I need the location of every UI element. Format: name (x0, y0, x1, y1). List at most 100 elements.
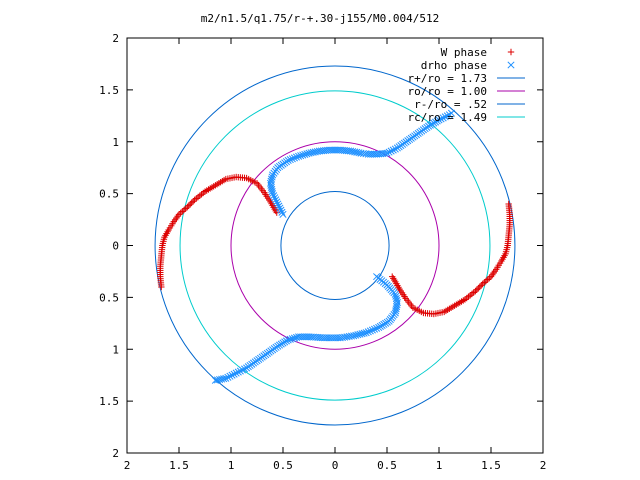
x-tick-label: 0.5 (273, 459, 293, 472)
series-1-point (220, 375, 228, 383)
series-0-point (196, 192, 203, 199)
series-1-point (275, 202, 283, 210)
series-1-point (238, 366, 246, 374)
series-1-point (392, 294, 400, 302)
series-1-point (268, 173, 276, 181)
series-0-point (468, 290, 476, 298)
series-1-point (391, 145, 399, 153)
series-1-point (311, 148, 319, 156)
series-1-point (439, 114, 447, 122)
series-0-point (470, 289, 477, 296)
series-1-point (447, 109, 456, 117)
series-1-point (307, 149, 315, 157)
series-1 (211, 109, 456, 384)
legend-label-series-0: W phase (441, 46, 487, 59)
series-1-point (273, 198, 281, 206)
circle-r-1_49 (179, 90, 491, 401)
series-1-point (216, 375, 224, 384)
axis-ticks: 2 1.5 1 0.5 0 0.5 1 1.5 221.510.500.511.52 (99, 32, 546, 472)
series-0-point (189, 198, 197, 205)
series-1-point (276, 204, 284, 212)
x-tick-label: 1 (228, 459, 235, 472)
series-1-point (364, 328, 372, 336)
series-0-point (479, 280, 486, 288)
y-tick-label: 1 (112, 343, 119, 356)
series-1-point (309, 148, 317, 156)
series-1-point (213, 376, 222, 384)
series-1-point (375, 323, 383, 332)
reference-circles (154, 65, 516, 426)
circle-r-0_52 (280, 191, 390, 300)
series-1-point (443, 112, 451, 120)
series-1-point (393, 299, 401, 307)
series-0-point (472, 287, 479, 295)
series-1-point (385, 148, 393, 156)
series-1-point (393, 303, 401, 311)
series-1-point (351, 148, 359, 156)
series-0-point (467, 292, 474, 299)
circle-r-1_73 (154, 65, 516, 426)
series-1-point (392, 307, 400, 315)
series-1-point (362, 329, 370, 337)
series-1-point (277, 206, 285, 214)
series-1-point (290, 154, 298, 162)
series-0-point (193, 195, 200, 202)
series-1-point (392, 305, 400, 313)
series-1-point (389, 146, 397, 154)
series-1-point (373, 324, 381, 332)
series-1-point (270, 192, 278, 200)
y-tick-label: 1.5 (99, 84, 119, 97)
series-1-point (272, 196, 280, 204)
series-1-point (347, 147, 355, 155)
series-1-point (222, 374, 230, 382)
series-1-point (267, 183, 275, 191)
series-1-point (295, 333, 303, 341)
series-1-point (230, 370, 238, 378)
series-1-point (266, 179, 275, 187)
series-0-point (180, 206, 188, 214)
circle-r-1 (230, 141, 440, 350)
series-0-point (191, 196, 198, 204)
series-0-point (182, 205, 189, 212)
series-1-point (387, 147, 395, 155)
series-1-point (356, 330, 364, 338)
x-tick-label: 0 (332, 459, 339, 472)
x-tick-label: 1.5 (169, 459, 189, 472)
series-1-point (299, 151, 307, 159)
series-0-point (389, 273, 396, 280)
series-1-point (358, 330, 366, 338)
series-0-point (187, 201, 194, 208)
series-1-point (288, 155, 296, 163)
series-1-point (268, 187, 276, 196)
series-0-point (478, 282, 485, 289)
legend-label-circle-1: ro/ro = 1.00 (408, 85, 487, 98)
series-1-point (226, 372, 234, 380)
series-1-point (441, 113, 449, 121)
series-1-point (353, 148, 361, 156)
series-0-point (198, 191, 205, 198)
series-0-point (475, 285, 482, 292)
series-1-point (211, 376, 219, 384)
series-1-point (349, 147, 357, 156)
series-0-point (185, 202, 192, 209)
legend-label-circle-0: r+/ro = 1.73 (408, 72, 487, 85)
series-0-point (473, 286, 481, 293)
series-1-point (234, 368, 242, 376)
series-1-point (292, 153, 301, 161)
series-1-point (278, 208, 286, 216)
series-1-point (435, 116, 443, 124)
legend-label-circle-2: r-/ro = .52 (414, 98, 487, 111)
legend-marker-series-0 (507, 48, 515, 56)
x-tick-label: 0.5 (377, 459, 397, 472)
series-0-point (482, 277, 490, 285)
series-1-point (368, 326, 376, 334)
x-tick-label: 2 (124, 459, 131, 472)
series-1-point (354, 331, 362, 339)
series-0-point (194, 193, 202, 201)
series-1-point (383, 149, 391, 157)
series-0-point (476, 283, 483, 290)
series-0-point (188, 199, 195, 206)
series-1-point (218, 375, 226, 383)
series-1-point (290, 334, 298, 342)
